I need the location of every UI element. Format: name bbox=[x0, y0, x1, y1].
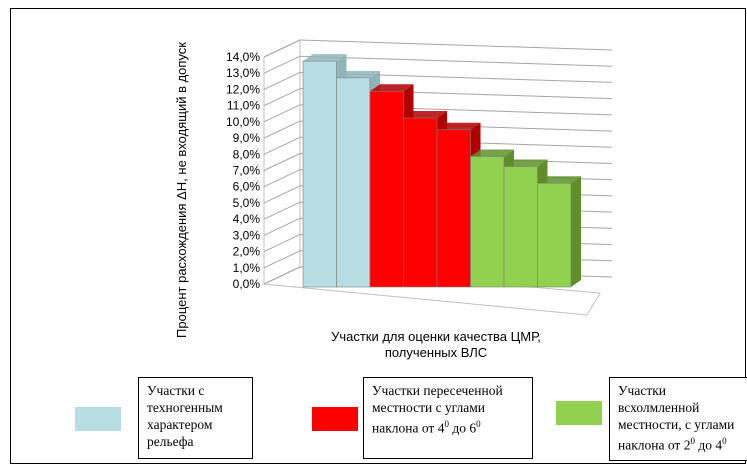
y-tick-label: 4,0% bbox=[233, 212, 261, 226]
y-tick-label: 14,0% bbox=[226, 50, 260, 64]
x-axis-label-line2: полученных ВЛС bbox=[385, 345, 487, 360]
bar bbox=[303, 61, 337, 287]
legend-item-rugged: Участки пересеченной местности с углами … bbox=[363, 377, 533, 459]
legend-text: местности, с углами bbox=[618, 416, 739, 433]
y-tick-label: 3,0% bbox=[233, 228, 261, 242]
legend-text: Участки с bbox=[147, 382, 244, 399]
bar bbox=[404, 118, 438, 287]
y-tick-label: 1,0% bbox=[233, 261, 261, 275]
gridline bbox=[300, 40, 612, 50]
legend-item-technogenic: Участки с техногенным характером рельефа bbox=[138, 377, 253, 459]
bar bbox=[471, 157, 505, 287]
legend-text: рельефа bbox=[147, 433, 244, 450]
legend-swatch-rugged bbox=[312, 407, 358, 431]
bar-side bbox=[571, 176, 581, 287]
y-tick-label: 13,0% bbox=[226, 66, 260, 80]
bar bbox=[370, 91, 404, 287]
legend-text: техногенным bbox=[147, 399, 244, 416]
legend-text: Участки пересеченной bbox=[372, 382, 524, 399]
legend-text: наклона от 20 до 40 bbox=[618, 433, 739, 454]
y-tick-label: 0,0% bbox=[233, 277, 261, 291]
y-tick-label: 12,0% bbox=[226, 82, 260, 96]
legend-item-hilly: Участки всхолмленной местности, с углами… bbox=[609, 377, 747, 461]
legend-swatch-technogenic bbox=[75, 407, 121, 431]
y-tick-label: 5,0% bbox=[233, 196, 261, 210]
legend-swatch-hilly bbox=[556, 401, 602, 425]
y-tick-label: 8,0% bbox=[233, 147, 261, 161]
bar bbox=[337, 78, 371, 287]
x-axis-label-line1: Участки для оценки качества ЦМР, bbox=[331, 329, 541, 344]
legend-text: местности с углами bbox=[372, 399, 524, 416]
legend-text: характером bbox=[147, 416, 244, 433]
bar bbox=[437, 130, 471, 287]
y-tick-label: 9,0% bbox=[233, 131, 261, 145]
bar bbox=[504, 167, 538, 287]
y-tick-label: 10,0% bbox=[226, 115, 260, 129]
legend-text: наклона от 40 до 60 bbox=[372, 416, 524, 437]
y-tick-label: 6,0% bbox=[233, 180, 261, 194]
y-tick-label: 11,0% bbox=[227, 99, 260, 113]
y-tick-label: 2,0% bbox=[233, 245, 261, 259]
legend-text: всхолмленной bbox=[618, 399, 739, 416]
y-tick-label: 7,0% bbox=[233, 164, 261, 178]
gridline bbox=[300, 56, 612, 66]
y-axis-label: Процент расхождения ΔH, не входящий в до… bbox=[174, 42, 189, 338]
legend-text: Участки bbox=[618, 382, 739, 399]
bar bbox=[538, 183, 572, 287]
